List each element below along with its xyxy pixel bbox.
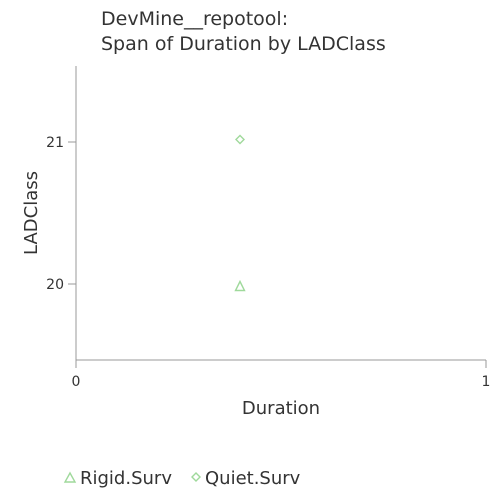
chart-title-line-2: Span of Duration by LADClass <box>101 33 386 55</box>
x-tick-label-0: 0 <box>72 374 81 390</box>
legend: Rigid.Surv Quiet.Surv <box>63 468 301 489</box>
legend-label-quiet-surv: Quiet.Surv <box>205 468 301 489</box>
x-axis-title: Duration <box>242 398 320 419</box>
triangle-marker-icon <box>63 471 77 483</box>
diamond-marker-icon <box>191 472 201 482</box>
x-tick-label-1: 1 <box>482 374 491 390</box>
chart-title: DevMine__repotool: Span of Duration by L… <box>101 8 386 55</box>
legend-item-quiet-surv: Quiet.Surv <box>191 468 301 489</box>
x-ticks: 0 1 <box>72 360 491 390</box>
y-tick-label-21: 21 <box>46 135 64 151</box>
chart-title-line-1: DevMine__repotool: <box>101 8 288 30</box>
y-axis-title: LADClass <box>21 171 42 255</box>
legend-item-rigid-surv: Rigid.Surv <box>63 468 172 489</box>
y-ticks: 21 20 <box>46 135 76 293</box>
axes <box>75 66 486 361</box>
legend-label-rigid-surv: Rigid.Surv <box>80 468 172 489</box>
data-points <box>234 134 246 292</box>
y-tick-label-20: 20 <box>46 277 64 293</box>
data-point-quiet-surv-0 <box>235 134 245 145</box>
data-point-rigid-surv-0 <box>234 279 246 292</box>
